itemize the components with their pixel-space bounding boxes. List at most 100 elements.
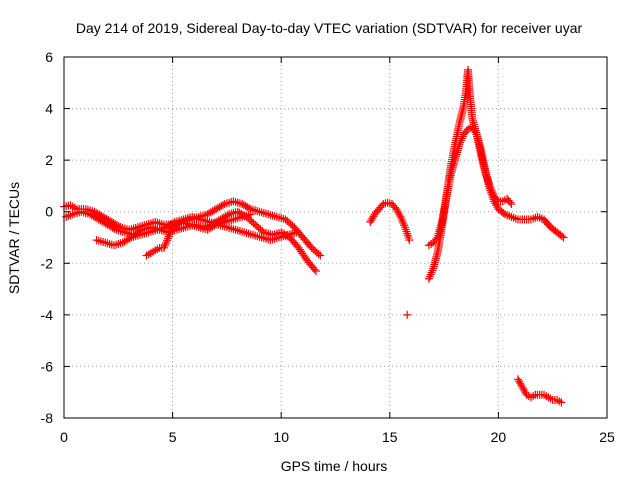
- data-point-fill: [270, 234, 279, 243]
- y-axis-title: SDTVAR / TECUs: [6, 182, 22, 294]
- data-point: [424, 274, 433, 283]
- data-point-fill: [201, 216, 210, 225]
- data-point-fill: [395, 210, 404, 219]
- data-point-fill: [227, 224, 236, 233]
- data-point-fill: [163, 234, 172, 243]
- data-point-fill: [242, 228, 251, 237]
- data-point-fill: [432, 235, 441, 244]
- data-point-fill: [106, 222, 115, 231]
- data-point-fill: [279, 214, 288, 223]
- data-point-fill: [98, 217, 107, 226]
- data-point-fill: [210, 206, 219, 215]
- data-point-fill: [529, 214, 538, 223]
- data-point-fill: [555, 397, 564, 406]
- data-point-fill: [190, 221, 199, 230]
- data-point: [316, 251, 325, 260]
- data-point-fill: [257, 208, 266, 217]
- x-tick-label: 20: [491, 429, 507, 445]
- sat-track-d: [142, 210, 255, 260]
- data-point-fill: [259, 234, 268, 243]
- data-point-fill: [529, 392, 538, 401]
- data-point-fill: [206, 223, 215, 232]
- data-point-fill: [164, 232, 173, 241]
- data-point: [168, 223, 177, 232]
- data-point-fill: [231, 214, 240, 223]
- data-point-fill: [101, 219, 110, 228]
- x-tick-label: 10: [273, 429, 289, 445]
- data-point-fill: [215, 203, 224, 212]
- data-point: [231, 225, 240, 234]
- data-point: [405, 236, 414, 245]
- data-point-fill: [218, 201, 227, 210]
- data-point-fill: [245, 204, 254, 213]
- y-tick-label: 6: [45, 49, 53, 65]
- data-point-fill: [91, 213, 100, 222]
- data-point-fill: [268, 235, 277, 244]
- data-point-fill: [160, 241, 169, 250]
- data-point-fill: [235, 227, 244, 236]
- data-point-fill: [404, 233, 413, 242]
- data-point: [272, 212, 281, 221]
- data-point: [240, 228, 249, 237]
- plot-frame: [63, 56, 608, 419]
- data-point-fill: [170, 222, 179, 231]
- data-point: [396, 212, 405, 221]
- data-point-fill: [368, 214, 377, 223]
- data-point: [212, 205, 221, 214]
- data-point: [159, 243, 168, 252]
- data-point-fill: [188, 221, 197, 230]
- data-point-fill: [105, 221, 114, 230]
- data-point-fill: [428, 266, 437, 275]
- data-point-fill: [103, 239, 112, 248]
- chart-title: Day 214 of 2019, Sidereal Day-to-day VTE…: [76, 20, 583, 36]
- data-point-fill: [397, 214, 406, 223]
- data-point-fill: [400, 221, 409, 230]
- data-point-fill: [398, 216, 407, 225]
- x-tick-label: 25: [599, 429, 615, 445]
- data-point-fill: [205, 224, 214, 233]
- data-point-fill: [89, 212, 98, 221]
- data-point: [238, 199, 247, 208]
- data-point-fill: [112, 240, 121, 249]
- data-point-fill: [399, 219, 408, 228]
- data-point-fill: [231, 198, 240, 207]
- data-point: [203, 210, 212, 219]
- data-point-fill: [163, 236, 172, 245]
- data-point-fill: [125, 234, 134, 243]
- y-tick-label: -8: [41, 410, 54, 426]
- data-point-fill: [210, 221, 219, 230]
- data-point: [507, 199, 516, 208]
- y-tick-label: 0: [45, 204, 53, 220]
- data-point-fill: [457, 136, 466, 145]
- data-point-fill: [403, 229, 412, 238]
- data-point: [103, 220, 112, 229]
- data-point-fill: [471, 128, 480, 137]
- data-point-fill: [456, 138, 465, 147]
- data-point-fill: [105, 239, 114, 248]
- y-tick-label: 4: [45, 101, 53, 117]
- data-layer: [60, 65, 568, 407]
- data-point-fill: [167, 226, 176, 235]
- data-point-fill: [227, 216, 236, 225]
- data-point-fill: [217, 202, 226, 211]
- y-tick-label: -6: [41, 358, 54, 374]
- data-point: [455, 140, 464, 149]
- data-point-fill: [192, 222, 201, 231]
- data-point-fill: [96, 216, 105, 225]
- data-point-fill: [261, 209, 270, 218]
- data-point-fill: [73, 209, 82, 218]
- data-point-fill: [427, 268, 436, 277]
- data-point-fill: [99, 238, 108, 247]
- data-point-fill: [241, 202, 250, 211]
- data-point-fill: [505, 198, 514, 207]
- data-point: [86, 210, 95, 219]
- data-point-fill: [221, 212, 230, 221]
- data-point: [229, 197, 238, 206]
- data-point-fill: [93, 214, 102, 223]
- sat-track-f: [424, 65, 516, 283]
- data-point-fill: [251, 231, 260, 240]
- data-point-fill: [261, 234, 270, 243]
- grid: [64, 57, 607, 418]
- data-point: [264, 210, 273, 219]
- data-point-fill: [123, 235, 132, 244]
